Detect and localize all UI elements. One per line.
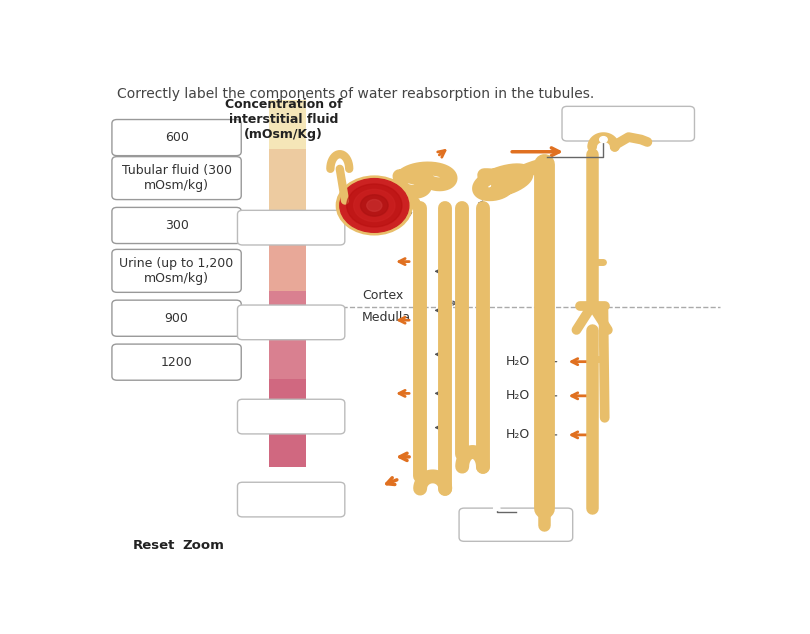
Circle shape [347, 184, 402, 227]
Text: 1200: 1200 [160, 356, 193, 368]
FancyBboxPatch shape [112, 344, 241, 380]
Text: Concentration of
interstitial fluid
(mOsm/Kg): Concentration of interstitial fluid (mOs… [224, 98, 342, 141]
FancyBboxPatch shape [237, 482, 345, 517]
Text: Tubular fluid (300
mOsm/kg): Tubular fluid (300 mOsm/kg) [122, 164, 232, 192]
Circle shape [354, 190, 395, 221]
Text: H₂O: H₂O [506, 389, 531, 403]
Circle shape [340, 179, 409, 232]
Text: Medulla: Medulla [362, 311, 411, 325]
Bar [270, 291, 306, 378]
Bar [270, 149, 306, 232]
FancyBboxPatch shape [459, 508, 573, 541]
FancyBboxPatch shape [237, 210, 345, 245]
FancyBboxPatch shape [237, 305, 345, 340]
Text: 900: 900 [164, 312, 189, 325]
Bar [270, 378, 306, 467]
Bar [270, 232, 306, 291]
FancyBboxPatch shape [237, 399, 345, 434]
Text: H₂O: H₂O [506, 429, 531, 441]
Text: 600: 600 [164, 131, 189, 144]
Text: Reset: Reset [133, 539, 175, 552]
Text: H₂O: H₂O [506, 355, 531, 368]
Text: Zoom: Zoom [183, 539, 224, 552]
Circle shape [367, 200, 382, 211]
Circle shape [493, 506, 500, 510]
FancyBboxPatch shape [112, 207, 241, 243]
Text: 300: 300 [164, 219, 189, 232]
Circle shape [599, 136, 608, 143]
FancyBboxPatch shape [112, 300, 241, 336]
FancyBboxPatch shape [112, 249, 241, 292]
Circle shape [360, 195, 388, 216]
FancyBboxPatch shape [112, 120, 241, 156]
Text: Urine (up to 1,200
mOsm/kg): Urine (up to 1,200 mOsm/kg) [119, 257, 234, 285]
Text: Cortex: Cortex [362, 288, 403, 302]
FancyBboxPatch shape [562, 107, 694, 141]
Circle shape [335, 176, 413, 235]
Text: Correctly label the components of water reabsorption in the tubules.: Correctly label the components of water … [117, 87, 595, 101]
FancyBboxPatch shape [112, 157, 241, 200]
Bar [270, 101, 306, 150]
